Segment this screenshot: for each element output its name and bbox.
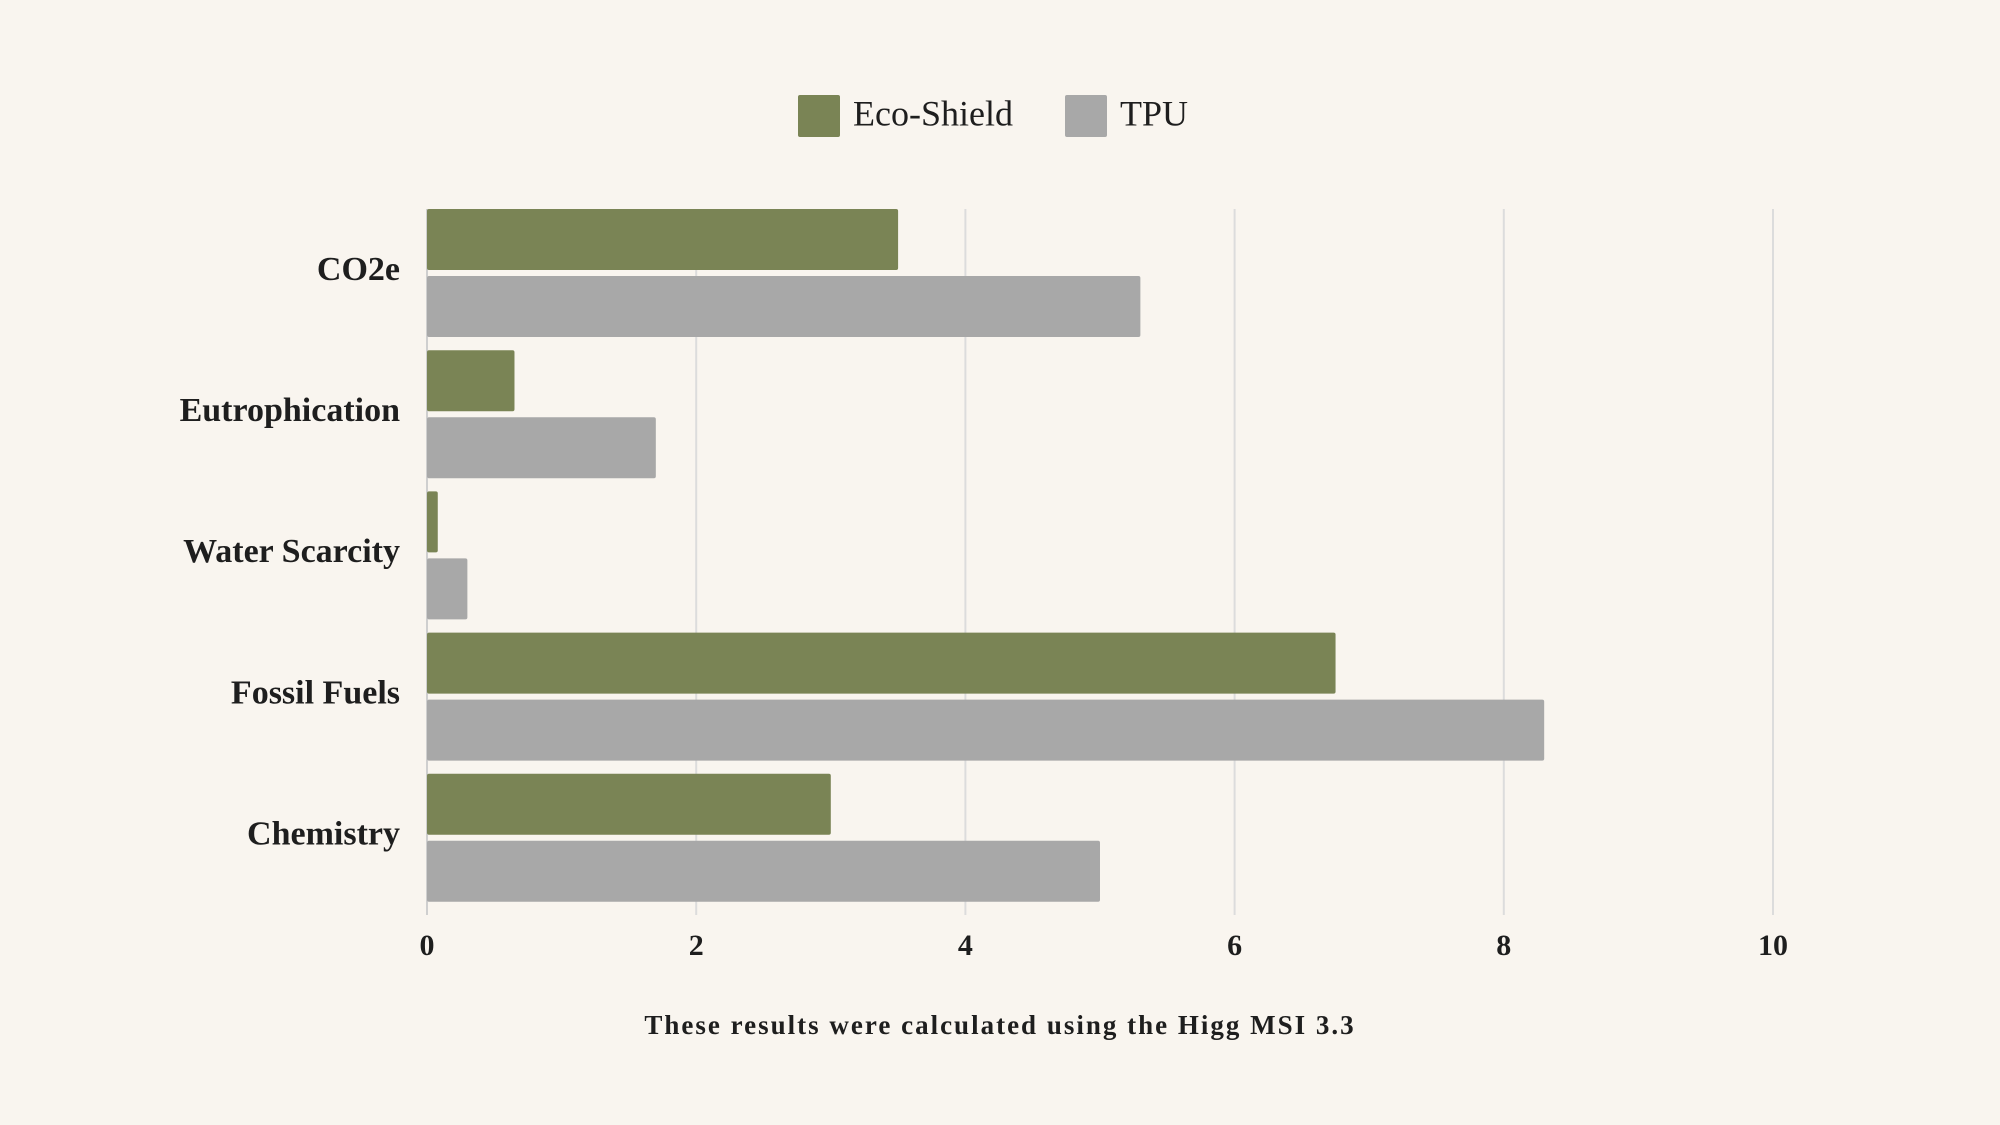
x-tick-label: 4 <box>958 929 973 962</box>
y-tick-label: Eutrophication <box>180 392 401 429</box>
legend-label: Eco-Shield <box>853 93 1013 133</box>
bar <box>427 276 1141 337</box>
bar <box>427 773 831 835</box>
bar <box>427 350 515 412</box>
legend-label: TPU <box>1120 93 1188 133</box>
x-tick-label: 0 <box>420 929 435 962</box>
y-tick-label: Water Scarcity <box>183 533 400 570</box>
x-tick-label: 8 <box>1496 929 1511 962</box>
y-tick-label: Chemistry <box>247 816 400 853</box>
x-tick-label: 2 <box>689 929 704 962</box>
bar <box>427 417 656 479</box>
bar <box>427 558 468 620</box>
legend-swatch <box>798 95 840 137</box>
bar <box>427 491 438 553</box>
y-tick-label: CO2e <box>317 251 400 288</box>
bar <box>427 209 899 270</box>
y-tick-label: Fossil Fuels <box>231 674 400 711</box>
bar <box>427 632 1336 694</box>
legend-swatch <box>1065 95 1107 137</box>
x-tick-label: 6 <box>1227 929 1242 962</box>
x-tick-label: 10 <box>1758 929 1788 962</box>
bar <box>427 699 1545 761</box>
footnote: These results were calculated using the … <box>644 1010 1355 1040</box>
bar <box>427 840 1100 902</box>
